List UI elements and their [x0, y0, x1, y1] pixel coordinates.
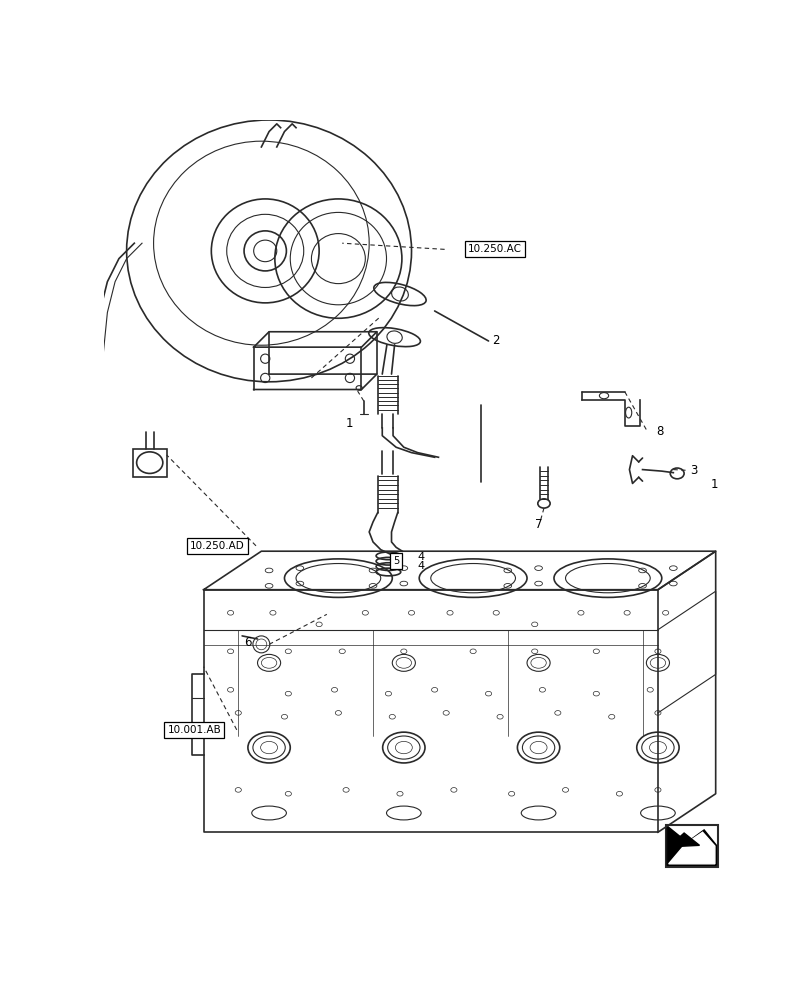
Text: 3: 3: [689, 464, 697, 477]
Polygon shape: [667, 826, 715, 865]
Text: 2: 2: [491, 334, 500, 347]
Text: 10.250.AC: 10.250.AC: [467, 244, 521, 254]
Polygon shape: [668, 833, 698, 847]
Text: 1: 1: [710, 478, 717, 491]
Bar: [665, 825, 717, 867]
Text: 5: 5: [393, 556, 399, 566]
Text: 4: 4: [417, 552, 424, 562]
Text: 4: 4: [417, 561, 424, 571]
Polygon shape: [668, 832, 714, 864]
Text: 8: 8: [655, 425, 663, 438]
Text: 1: 1: [345, 417, 353, 430]
Bar: [133, 449, 166, 477]
Text: 6: 6: [243, 636, 251, 649]
Text: 7: 7: [534, 518, 542, 531]
Text: 10.001.AB: 10.001.AB: [167, 725, 221, 735]
Text: 10.250.AD: 10.250.AD: [190, 541, 245, 551]
